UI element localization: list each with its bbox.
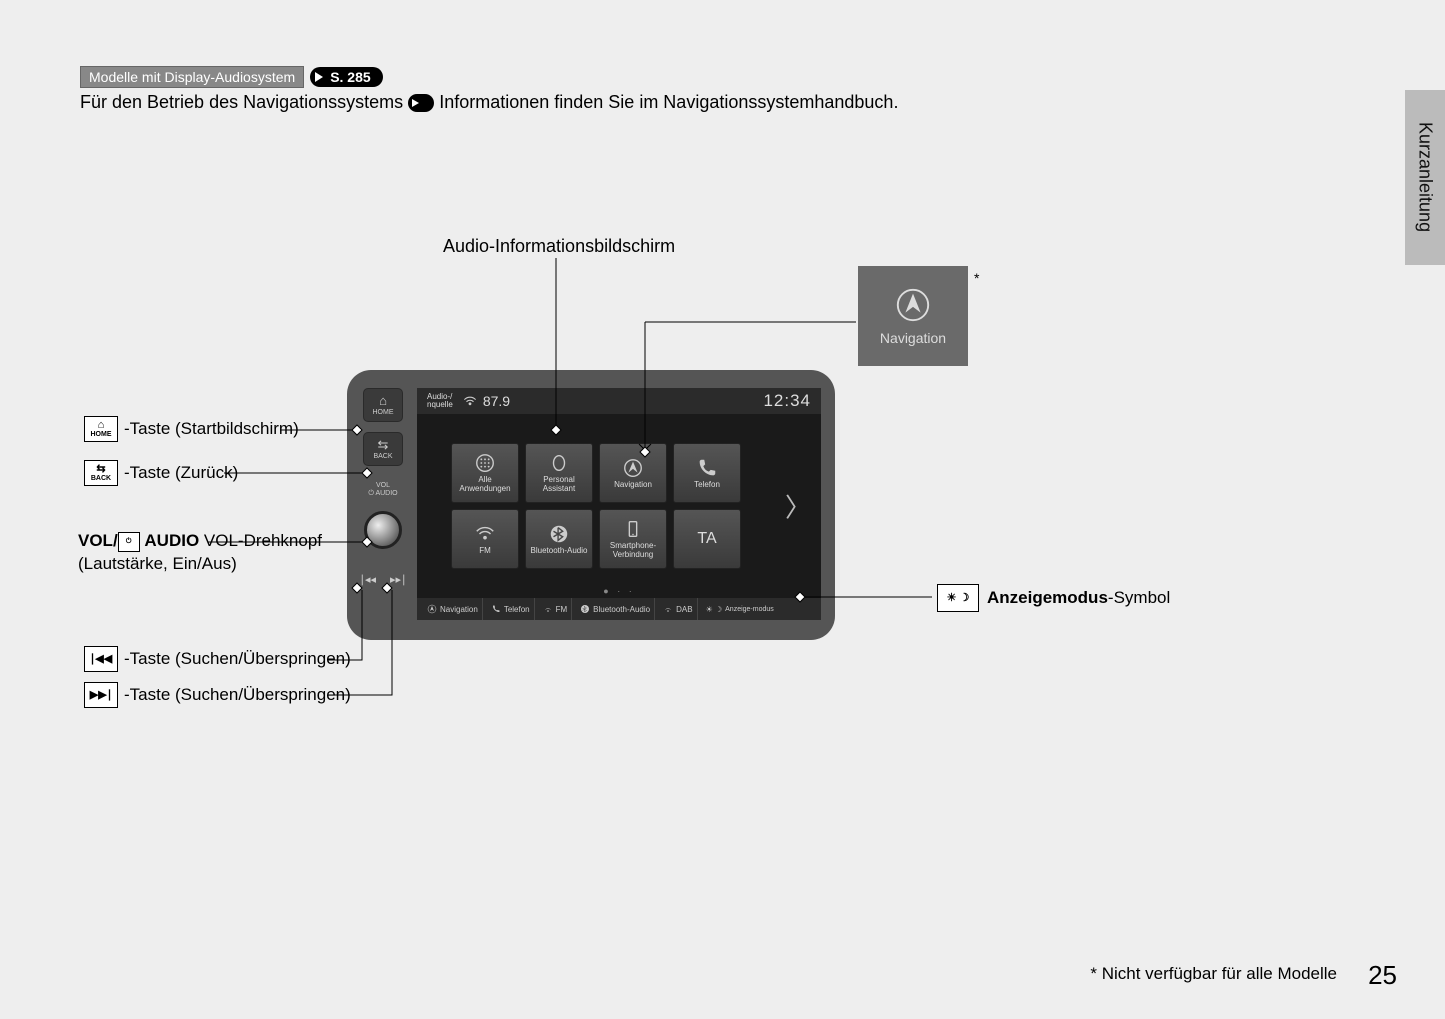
phys-home-button[interactable]: ⌂ HOME [363, 388, 403, 422]
tile-all-apps[interactable]: Alle Anwendungen [451, 443, 519, 503]
power-icon: ⏻ [118, 532, 140, 552]
bb-fm[interactable]: FM [539, 598, 573, 620]
home-icon: ⌂HOME [84, 416, 118, 442]
phys-skip-prev[interactable]: ∣◂◂ [359, 573, 376, 586]
nav-inset-panel: Navigation [858, 266, 968, 366]
nav-inset-label: Navigation [880, 330, 946, 346]
callout-audio-screen: Audio-Informationsbildschirm [443, 236, 675, 257]
display-mode-icon: ☀ ☽ [937, 584, 979, 612]
phys-home-label: HOME [373, 409, 394, 417]
footnote: * Nicht verfügbar für alle Modelle [1090, 964, 1337, 984]
volume-knob[interactable] [364, 511, 402, 549]
callout-home-text: -Taste (Startbildschirm) [124, 419, 299, 439]
vol-bold: AUDIO [144, 531, 199, 550]
tile-assistant[interactable]: Personal Assistant [525, 443, 593, 503]
tile-phone[interactable]: Telefon [673, 443, 741, 503]
page-dots: ● · · [603, 586, 634, 596]
bb-phone[interactable]: Telefon [487, 598, 535, 620]
tile-smartphone[interactable]: Smartphone-Verbindung [599, 509, 667, 569]
callout-prev-text: -Taste (Suchen/Überspringen) [124, 649, 351, 669]
brightness-icon: ☀ ☽ [706, 605, 723, 614]
arrow-icon [408, 94, 434, 112]
model-badge: Modelle mit Display-Audiosystem [80, 66, 304, 88]
source-label: Audio-/nquelle [427, 393, 453, 409]
back-icon: ⇆ [378, 438, 389, 452]
phys-back-button[interactable]: ⇆ BACK [363, 432, 403, 466]
tile-bluetooth[interactable]: Bluetooth-Audio [525, 509, 593, 569]
header-text-a: Für den Betrieb des Navigationssystems [80, 92, 403, 112]
audio-device: ⌂ HOME ⇆ BACK VOL⏻ AUDIO ∣◂◂ ▸▸∣ Audio-/… [347, 370, 835, 640]
phys-back-label: BACK [373, 453, 392, 461]
tile-fm[interactable]: FM [451, 509, 519, 569]
bb-dab[interactable]: DAB [659, 598, 697, 620]
physical-buttons: ⌂ HOME ⇆ BACK VOL⏻ AUDIO ∣◂◂ ▸▸∣ [359, 388, 407, 586]
tile-ta[interactable]: TA [673, 509, 741, 569]
frequency: 87.9 [463, 393, 510, 409]
status-bar: Audio-/nquelle 87.9 12:34 [417, 388, 821, 414]
callout-back: ⇆BACK -Taste (Zurück) [84, 460, 238, 486]
header-line: Für den Betrieb des Navigationssystems I… [80, 92, 898, 113]
tile-navigation[interactable]: Navigation [599, 443, 667, 503]
vol-label: VOL⏻ AUDIO [368, 482, 397, 499]
page-number: 25 [1368, 960, 1397, 991]
back-icon: ⇆BACK [84, 460, 118, 486]
app-grid-area: Alle Anwendungen Personal Assistant Navi… [417, 414, 821, 598]
vol-prefix: VOL/ [78, 531, 118, 550]
side-tab: Kurzanleitung [1405, 90, 1445, 265]
bottom-bar: Navigation Telefon FM Bluetooth-Audio DA… [417, 598, 821, 620]
radio-icon [463, 394, 477, 408]
clock: 12:34 [763, 391, 811, 411]
touchscreen[interactable]: Audio-/nquelle 87.9 12:34 Alle Anwendung… [417, 388, 821, 620]
phys-skip-next[interactable]: ▸▸∣ [390, 573, 407, 586]
callout-next: ▶▶∣ -Taste (Suchen/Überspringen) [84, 682, 351, 708]
callout-next-text: -Taste (Suchen/Überspringen) [124, 685, 351, 705]
bb-bt[interactable]: Bluetooth-Audio [576, 598, 655, 620]
header-text-b: Informationen finden Sie im Navigationss… [439, 92, 898, 112]
page-ref-badge: S. 285 [310, 67, 382, 87]
callout-prev: ∣◀◀ -Taste (Suchen/Überspringen) [84, 646, 351, 672]
callout-back-text: -Taste (Zurück) [124, 463, 238, 483]
nav-asterisk: * [974, 270, 979, 286]
skip-next-icon: ▶▶∣ [84, 682, 118, 708]
bb-display-mode[interactable]: ☀ ☽Anzeige-modus [702, 598, 778, 620]
home-icon: ⌂ [379, 394, 387, 408]
callout-home: ⌂HOME -Taste (Startbildschirm) [84, 416, 299, 442]
chevron-right-icon[interactable]: 〉 [785, 488, 811, 525]
callout-display-mode: ☀ ☽ Anzeigemodus-Symbol [937, 584, 1170, 612]
navigation-icon [894, 286, 932, 324]
skip-prev-icon: ∣◀◀ [84, 646, 118, 672]
page-header: Modelle mit Display-Audiosystem S. 285 F… [80, 66, 898, 113]
callout-vol: VOL/⏻ AUDIO VOL-Drehknopf (Lautstärke, E… [78, 530, 328, 576]
display-mode-text: Anzeigemodus-Symbol [987, 588, 1170, 608]
bb-nav[interactable]: Navigation [423, 598, 483, 620]
